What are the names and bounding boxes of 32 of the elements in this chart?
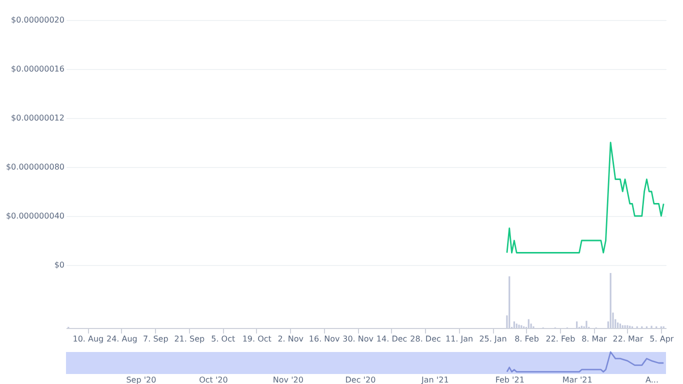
- x-tick-label: 21. Sep: [174, 334, 205, 344]
- x-tick-label: 8. Mar: [582, 334, 608, 344]
- x-tick-label: Nov '20: [272, 376, 304, 384]
- x-tick-label: 22. Mar: [612, 334, 644, 344]
- y-tick-label: $0.00000012: [11, 114, 64, 122]
- x-tick-label: Sep '20: [126, 376, 156, 384]
- x-tick-label: Dec '20: [345, 376, 376, 384]
- x-tick-label: 5. Apr: [650, 334, 674, 344]
- x-tick-label: 22. Feb: [546, 334, 576, 344]
- y-tick-label: $0.00000020: [11, 16, 64, 24]
- x-tick-label: Jan '21: [420, 376, 449, 384]
- x-tick-label: 8. Feb: [514, 334, 539, 344]
- x-tick-label: 11. Jan: [445, 334, 474, 344]
- x-tick-label: Feb '21: [495, 376, 524, 384]
- x-tick-label: 30. Nov: [342, 334, 374, 344]
- y-tick-label: $0.00000016: [11, 64, 64, 74]
- x-tick-label: 14. Dec: [376, 334, 408, 344]
- x-tick-label: A...: [646, 376, 659, 384]
- y-tick-label: $0: [54, 260, 64, 270]
- x-tick-label: 25. Jan: [479, 334, 507, 344]
- y-tick-label: $0.000000080: [6, 162, 64, 172]
- x-tick-label: 5. Oct: [211, 334, 236, 344]
- x-tick-label: 16. Nov: [308, 334, 340, 344]
- x-tick-label: Mar '21: [562, 376, 592, 384]
- x-tick-label: 19. Oct: [242, 334, 272, 344]
- x-tick-label: 24. Aug: [106, 334, 138, 344]
- x-tick-label: 28. Dec: [410, 334, 441, 344]
- x-tick-label: Oct '20: [199, 376, 228, 384]
- x-tick-label: 10. Aug: [72, 334, 104, 344]
- x-tick-label: 2. Nov: [278, 334, 304, 344]
- x-tick-label: 7. Sep: [143, 334, 168, 344]
- y-tick-label: $0.000000040: [6, 212, 64, 220]
